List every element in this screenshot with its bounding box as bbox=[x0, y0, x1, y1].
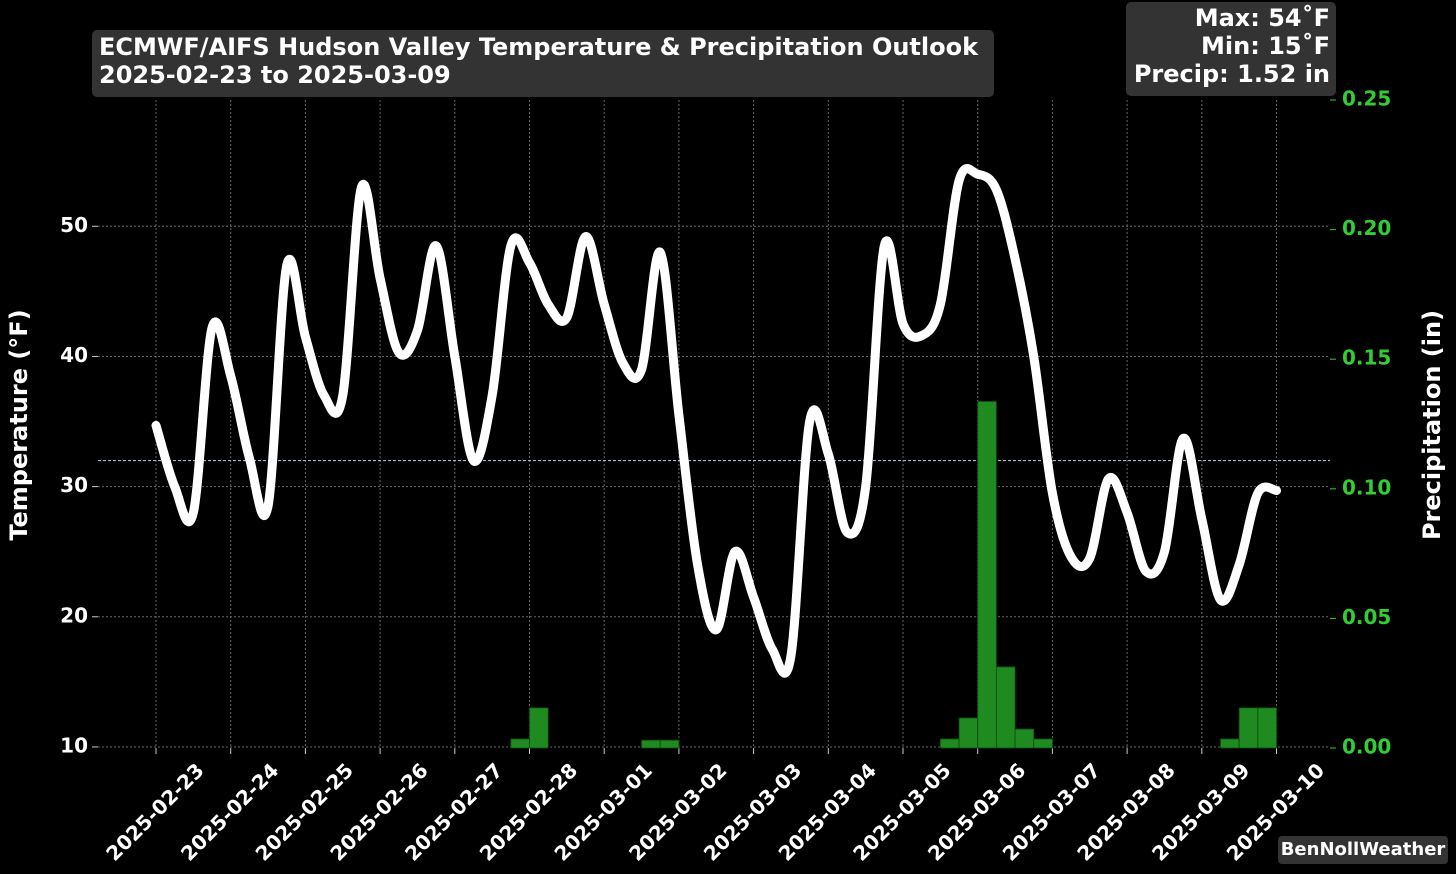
precip-bar bbox=[958, 717, 979, 749]
y2-tick-label: 0.25 bbox=[1342, 87, 1391, 111]
precip-bar bbox=[641, 739, 661, 749]
precip-bar bbox=[529, 707, 549, 749]
credit: BenNollWeather bbox=[1281, 839, 1446, 860]
chart-title: ECMWF/AIFS Hudson Valley Temperature & P… bbox=[99, 33, 979, 61]
y2-axis-label: Precipitation (in) bbox=[1418, 310, 1446, 540]
stat-min: Min: 15˚F bbox=[1201, 32, 1330, 60]
title-box bbox=[92, 30, 994, 97]
precip-bar bbox=[1033, 738, 1053, 749]
precip-bar bbox=[1257, 707, 1277, 749]
y-axis-label: Temperature (°F) bbox=[5, 309, 33, 540]
y2-tick-label: 0.20 bbox=[1342, 216, 1391, 240]
precip-bar bbox=[659, 739, 680, 749]
temperature-line bbox=[151, 164, 1282, 678]
precip-bar bbox=[1220, 738, 1240, 749]
y2-tick-label: 0.15 bbox=[1342, 346, 1391, 370]
precip-bar bbox=[1238, 707, 1259, 749]
precip-bar bbox=[939, 738, 960, 749]
y2-tick-label: 0.05 bbox=[1342, 605, 1391, 629]
precip-bar bbox=[1014, 728, 1035, 749]
y-tick-label: 50 bbox=[60, 213, 88, 237]
precip-bar bbox=[977, 401, 997, 749]
chart-subtitle: 2025-02-23 to 2025-03-09 bbox=[99, 61, 451, 89]
credit-box bbox=[1278, 836, 1448, 864]
y-tick-label: 30 bbox=[60, 473, 88, 497]
y-tick-label: 10 bbox=[60, 733, 88, 757]
y2-tick-label: 0.00 bbox=[1342, 735, 1391, 759]
y-tick-label: 40 bbox=[60, 343, 88, 367]
y-tick-label: 20 bbox=[60, 603, 88, 627]
precip-bar bbox=[510, 738, 530, 749]
precip-bar bbox=[995, 666, 1016, 749]
y2-tick-label: 0.10 bbox=[1342, 475, 1391, 499]
stat-max: Max: 54˚F bbox=[1195, 4, 1330, 32]
stat-precip: Precip: 1.52 in bbox=[1134, 60, 1330, 88]
stats-box bbox=[1126, 2, 1336, 96]
